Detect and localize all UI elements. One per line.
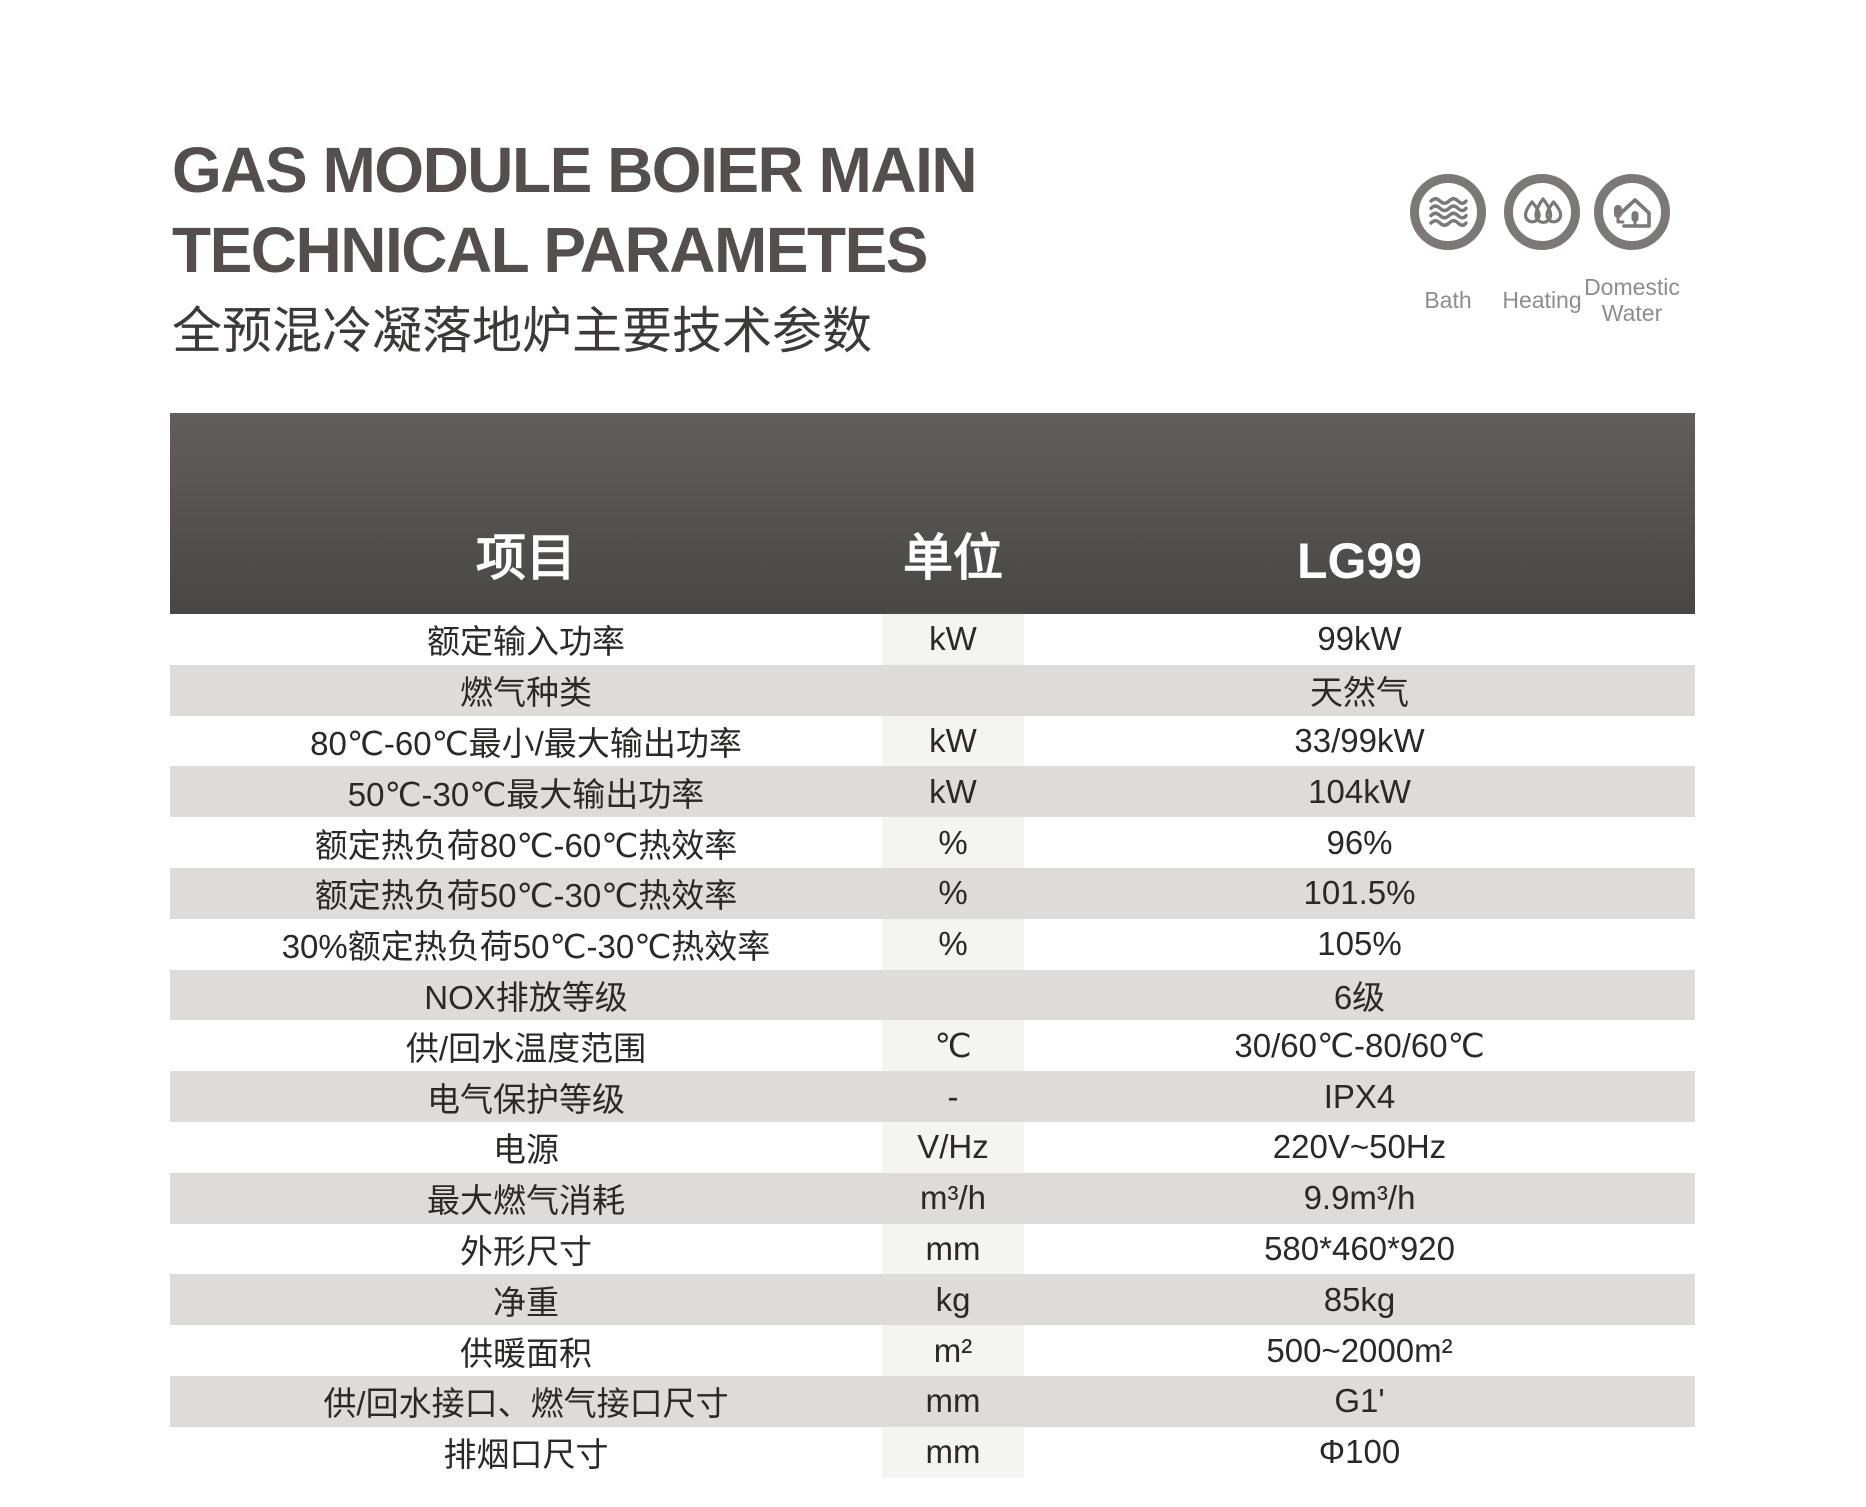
bath-badge-label: Bath: [1424, 287, 1472, 313]
cell-value: 101.5%: [1303, 874, 1416, 912]
cell-value: 33/99kW: [1294, 721, 1425, 759]
table-body: 额定输入功率 kW 99kW 燃气种类 天然气 80℃-60℃最小/最大输出功率…: [170, 614, 1695, 1478]
cell-value: 220V~50Hz: [1272, 1128, 1447, 1166]
cell-value: 105%: [1317, 925, 1402, 963]
cell-item: 燃气种类: [460, 674, 592, 712]
table-row: 额定热负荷80℃-60℃热效率 % 96%: [170, 817, 1695, 868]
cell-item: 供暖面积: [460, 1334, 592, 1372]
table-row: 电气保护等级 - IPX4: [170, 1071, 1695, 1122]
cell-item: 电源: [493, 1131, 559, 1169]
cell-item: 额定热负荷50℃-30℃热效率: [314, 877, 738, 915]
table-row: 供/回水温度范围 ℃ 30/60℃-80/60℃: [170, 1020, 1695, 1072]
column-header-unit: 单位: [903, 530, 1003, 586]
cell-unit: kg: [935, 1280, 971, 1318]
table-row: 外形尺寸 mm 580*460*920: [170, 1223, 1695, 1275]
cell-item: 供/回水接口、燃气接口尺寸: [323, 1385, 729, 1423]
cell-unit: kW: [882, 715, 1024, 767]
table-row: 50℃-30℃最大输出功率 kW 104kW: [170, 766, 1695, 818]
cell-item: 电气保护等级: [427, 1080, 625, 1118]
column-header-item: 项目: [476, 530, 576, 586]
heating-badge: [1504, 174, 1580, 250]
cell-item: 排烟口尺寸: [443, 1436, 609, 1474]
cell-item: 额定输入功率: [427, 623, 625, 661]
table-row: 30%额定热负荷50℃-30℃热效率 % 105%: [170, 918, 1695, 970]
heating-drops-icon: [1519, 196, 1565, 228]
table-row: 供暖面积 m² 500~2000m²: [170, 1325, 1695, 1376]
cell-unit: m²: [882, 1325, 1024, 1376]
cell-value: 580*460*920: [1264, 1229, 1455, 1267]
bath-waves-icon: [1428, 196, 1468, 228]
cell-value: Φ100: [1318, 1433, 1401, 1471]
cell-value: 96%: [1326, 823, 1393, 861]
cell-item: 外形尺寸: [460, 1232, 592, 1270]
table-row: 净重 kg 85kg: [170, 1274, 1695, 1326]
cell-value: 6级: [1333, 978, 1386, 1016]
cell-unit: %: [882, 918, 1024, 970]
cell-item: 50℃-30℃最大输出功率: [347, 775, 705, 813]
domestic-water-badge-label: Domestic Water: [1584, 274, 1680, 326]
table-header-row: 项目 单位 LG99: [170, 413, 1695, 614]
cell-unit: kW: [929, 772, 977, 810]
cell-unit: ℃: [882, 1020, 1024, 1072]
column-header-model: LG99: [1296, 533, 1423, 589]
cell-unit: mm: [882, 1426, 1024, 1478]
cell-item: 额定热负荷80℃-60℃热效率: [314, 826, 738, 864]
table-row: 最大燃气消耗 m³/h 9.9m³/h: [170, 1172, 1695, 1224]
table-row: 额定热负荷50℃-30℃热效率 % 101.5%: [170, 867, 1695, 919]
cell-value: 104kW: [1308, 772, 1411, 810]
cell-value: 500~2000m²: [1266, 1331, 1453, 1369]
cell-unit: %: [938, 874, 968, 912]
domestic-water-house-icon: [1610, 193, 1654, 231]
cell-item: 供/回水温度范围: [405, 1029, 647, 1067]
cell-item: 最大燃气消耗: [427, 1182, 625, 1220]
page-title-line1: GAS MODULE BOIER MAIN: [172, 134, 978, 206]
cell-item: 30%额定热负荷50℃-30℃热效率: [281, 928, 771, 966]
cell-value: 99kW: [1317, 620, 1402, 658]
cell-unit: mm: [925, 1382, 981, 1420]
table-row: 电源 V/Hz 220V~50Hz: [170, 1121, 1695, 1173]
cell-unit: kW: [882, 614, 1024, 665]
cell-unit: [882, 970, 1024, 1021]
cell-value: 30/60℃-80/60℃: [1234, 1027, 1485, 1065]
cell-unit: [882, 665, 1024, 716]
table-row: 排烟口尺寸 mm Φ100: [170, 1426, 1695, 1478]
table-row: 80℃-60℃最小/最大输出功率 kW 33/99kW: [170, 715, 1695, 767]
cell-unit: -: [947, 1077, 959, 1115]
cell-item: 80℃-60℃最小/最大输出功率: [310, 724, 742, 762]
table-row: NOX排放等级 6级: [170, 969, 1695, 1021]
page-title-line2: TECHNICAL PARAMETES: [172, 214, 928, 286]
page-subtitle-chinese: 全预混冷凝落地炉主要技术参数: [172, 303, 872, 359]
cell-unit: %: [882, 817, 1024, 868]
cell-value: 9.9m³/h: [1303, 1179, 1416, 1217]
cell-value: 85kg: [1323, 1280, 1396, 1318]
table-row: 额定输入功率 kW 99kW: [170, 614, 1695, 665]
cell-unit: V/Hz: [882, 1121, 1024, 1173]
cell-unit: m³/h: [920, 1179, 986, 1217]
cell-value: G1': [1334, 1382, 1385, 1420]
cell-value: IPX4: [1323, 1077, 1396, 1115]
bath-badge: [1410, 174, 1486, 250]
table-row: 供/回水接口、燃气接口尺寸 mm G1': [170, 1375, 1695, 1427]
cell-item: 净重: [493, 1283, 559, 1321]
heating-badge-label: Heating: [1502, 287, 1582, 313]
domestic-water-badge: [1594, 174, 1670, 250]
cell-value: 天然气: [1310, 674, 1409, 712]
cell-item: NOX排放等级: [424, 978, 628, 1016]
cell-unit: mm: [882, 1223, 1024, 1275]
page-title: GAS MODULE BOIER MAIN TECHNICAL PARAMETE…: [172, 130, 978, 290]
table-row: 燃气种类 天然气: [170, 664, 1695, 716]
